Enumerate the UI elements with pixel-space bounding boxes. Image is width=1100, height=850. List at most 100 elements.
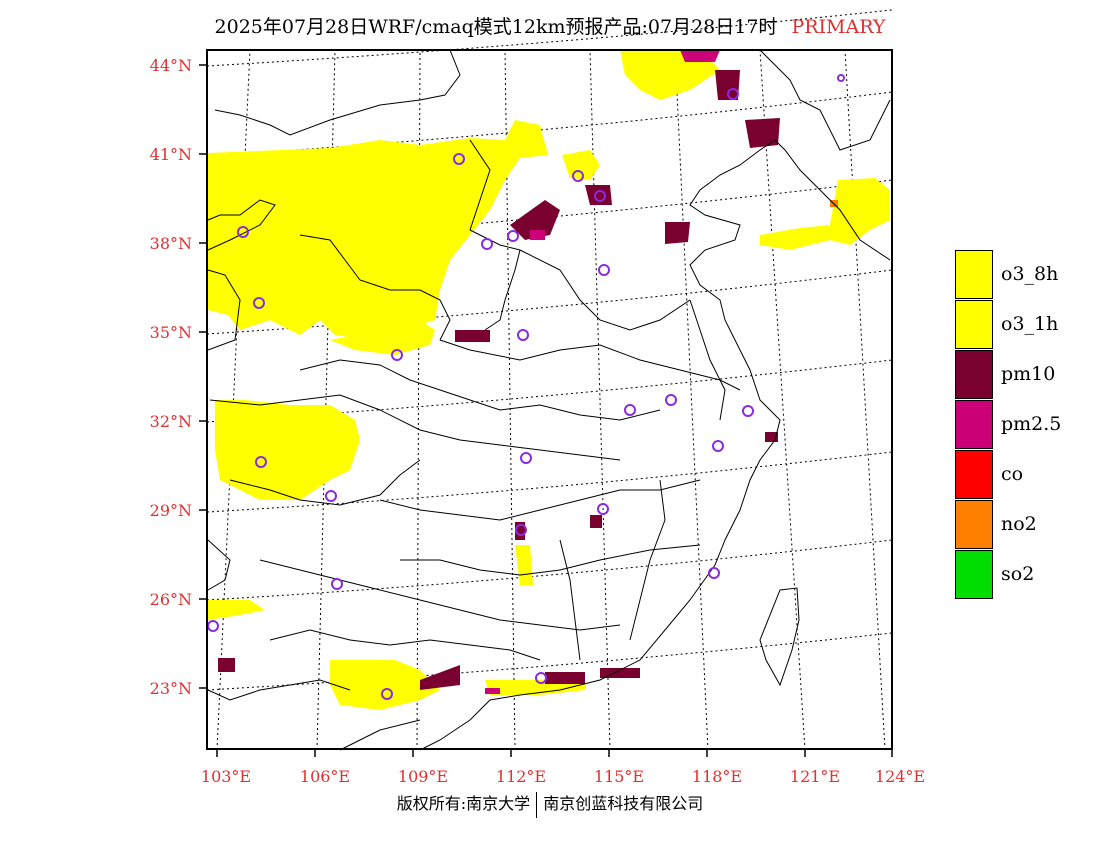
station-marker xyxy=(708,567,720,579)
station-marker xyxy=(517,329,529,341)
province-line xyxy=(439,339,741,391)
pm25-area-north-top xyxy=(680,50,720,62)
lat-label-44: 44°N xyxy=(150,56,192,75)
pm10-area-beijing xyxy=(585,185,612,205)
province-line xyxy=(299,359,661,421)
hainan-outline xyxy=(339,719,421,751)
o3-area-guangxi xyxy=(330,660,440,710)
station-marker xyxy=(237,226,249,238)
lon-label-115: 115°E xyxy=(594,767,644,786)
station-marker xyxy=(597,503,609,515)
lat-label-23: 23°N xyxy=(150,679,192,698)
lon-label-121: 121°E xyxy=(790,767,840,786)
national-border-north xyxy=(214,49,461,136)
station-marker xyxy=(481,238,493,250)
province-line xyxy=(400,544,701,576)
pm10-area-liaoning xyxy=(745,118,780,148)
station-marker xyxy=(712,440,724,452)
legend-item-pm25: pm2.5 xyxy=(955,399,1080,449)
legend-item-co: co xyxy=(955,449,1080,499)
station-marker xyxy=(207,620,219,632)
station-marker xyxy=(391,349,403,361)
station-marker xyxy=(727,88,739,100)
pm10-area-shandong xyxy=(665,222,690,244)
province-line xyxy=(519,249,691,331)
o3-area-yunnan-west xyxy=(208,600,265,620)
legend-label: o3_1h xyxy=(1001,313,1059,335)
pollution-overlay xyxy=(208,50,890,710)
national-border-east xyxy=(759,49,891,151)
lat-label-38: 38°N xyxy=(150,234,192,253)
lat-label-41: 41°N xyxy=(150,145,192,164)
station-marker xyxy=(515,524,527,536)
footer-left: 版权所有:南京大学 xyxy=(396,794,531,813)
legend-item-o3-8h: o3_8h xyxy=(955,249,1080,299)
pm10-area-henan xyxy=(455,330,490,342)
province-line xyxy=(207,199,276,251)
legend-label: o3_8h xyxy=(1001,263,1059,285)
legend-label: so2 xyxy=(1001,563,1035,585)
station-marker xyxy=(507,230,519,242)
lon-label-124: 124°E xyxy=(875,767,925,786)
graticule xyxy=(206,9,893,751)
station-marker xyxy=(665,394,677,406)
province-line xyxy=(209,394,621,461)
station-marker xyxy=(325,490,337,502)
axis-ticks xyxy=(199,64,893,757)
station-marker xyxy=(253,297,265,309)
pm25-area-hebei xyxy=(530,230,545,240)
pm10-area-guangdong xyxy=(545,672,585,684)
o3-area-north-top xyxy=(620,50,720,100)
pollutant-legend: o3_8h o3_1h pm10 pm2.5 co no2 so2 xyxy=(955,249,1080,599)
legend-swatch xyxy=(955,499,993,549)
lat-label-32: 32°N xyxy=(150,412,192,431)
pm25-area-guangdong xyxy=(485,688,500,694)
longitude-labels: 103°E 106°E 109°E 112°E 115°E 118°E 121°… xyxy=(201,767,925,786)
province-line xyxy=(469,139,491,231)
o3-area-northwest xyxy=(208,120,548,340)
province-line xyxy=(379,479,701,521)
station-markers xyxy=(207,74,845,700)
legend-item-no2: no2 xyxy=(955,499,1080,549)
station-marker xyxy=(598,264,610,276)
province-line xyxy=(229,459,421,506)
legend-swatch xyxy=(955,399,993,449)
title-primary-tag: PRIMARY xyxy=(791,16,886,38)
o3-area-beijing xyxy=(562,150,600,180)
map-frame xyxy=(206,49,893,750)
legend-swatch xyxy=(955,299,993,349)
pm10-area-guangxi xyxy=(420,665,460,690)
footer-separator xyxy=(536,791,538,818)
station-marker xyxy=(837,74,845,82)
station-marker xyxy=(453,153,465,165)
pm10-area-yunnan xyxy=(218,658,235,672)
legend-label: no2 xyxy=(1001,513,1037,535)
province-line xyxy=(689,299,726,421)
title-main: 2025年07月28日WRF/cmaq模式12km预报产品:07月28日17时 xyxy=(214,16,778,38)
legend-item-o3-1h: o3_1h xyxy=(955,299,1080,349)
pm10-area-north-top xyxy=(715,70,740,100)
legend-swatch xyxy=(955,249,993,299)
station-marker xyxy=(520,452,532,464)
pm10-area-jiangxi xyxy=(590,515,602,528)
o3-area-sichuan xyxy=(215,400,360,500)
copyright-footer: 版权所有:南京大学 南京创蓝科技有限公司 xyxy=(0,790,1100,818)
legend-item-so2: so2 xyxy=(955,549,1080,599)
station-marker xyxy=(742,405,754,417)
legend-item-pm10: pm10 xyxy=(955,349,1080,399)
coastline xyxy=(419,139,891,751)
legend-swatch xyxy=(955,349,993,399)
station-marker xyxy=(535,672,547,684)
province-line xyxy=(629,479,666,641)
footer-right: 南京创蓝科技有限公司 xyxy=(543,794,704,813)
station-marker xyxy=(572,170,584,182)
o3-area-northeast xyxy=(760,178,890,250)
lon-label-109: 109°E xyxy=(398,767,448,786)
map-title: 2025年07月28日WRF/cmaq模式12km预报产品:07月28日17时 P… xyxy=(0,12,1100,39)
station-marker xyxy=(255,456,267,468)
lon-label-106: 106°E xyxy=(300,767,350,786)
province-line xyxy=(299,234,451,341)
province-line xyxy=(259,559,621,631)
province-line xyxy=(469,229,521,331)
